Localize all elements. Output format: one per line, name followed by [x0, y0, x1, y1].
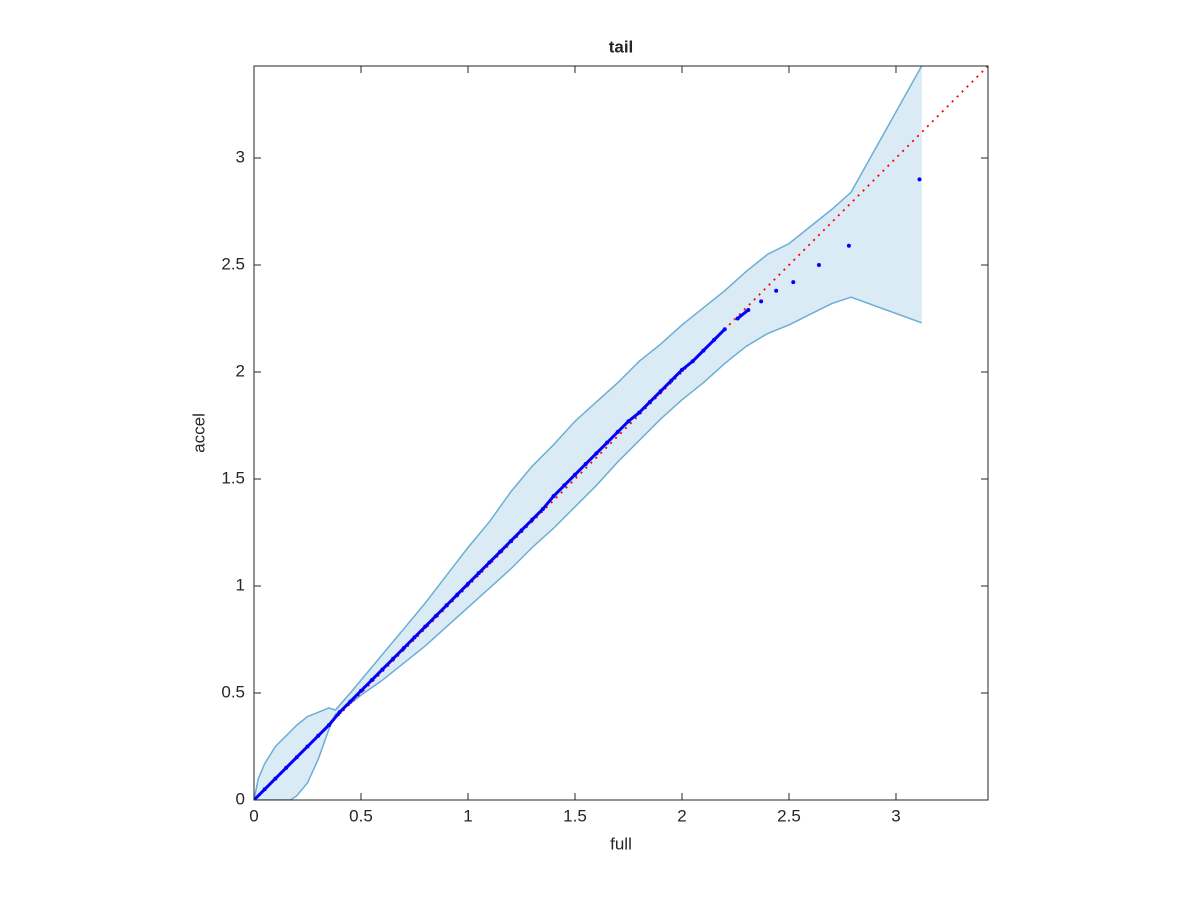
point: [583, 462, 588, 467]
point: [412, 635, 417, 640]
point: [337, 710, 342, 715]
point: [284, 765, 289, 770]
point: [816, 263, 821, 268]
point: [637, 410, 642, 415]
point: [530, 517, 535, 522]
y-tick-label: 2: [236, 361, 245, 380]
point: [735, 316, 740, 321]
y-tick-label: 0: [236, 789, 245, 808]
points-trace: [736, 308, 750, 320]
point: [759, 299, 764, 304]
point: [391, 656, 396, 661]
point: [690, 359, 695, 364]
point: [746, 307, 751, 312]
plot-area: [254, 66, 988, 800]
point: [380, 667, 385, 672]
point: [669, 378, 674, 383]
point: [540, 506, 545, 511]
x-tick-label: 2: [677, 806, 686, 825]
point: [519, 528, 524, 533]
point: [917, 177, 922, 182]
point: [444, 603, 449, 608]
y-tick-label: 0.5: [221, 682, 245, 701]
point: [455, 592, 460, 597]
point: [572, 472, 577, 477]
x-axis-label: full: [610, 834, 632, 853]
point: [615, 429, 620, 434]
point: [476, 571, 481, 576]
point: [712, 337, 717, 342]
point: [658, 389, 663, 394]
point: [508, 539, 513, 544]
point: [294, 755, 299, 760]
point: [262, 787, 267, 792]
point: [348, 699, 353, 704]
point: [423, 624, 428, 629]
point: [273, 776, 278, 781]
point: [551, 494, 556, 499]
x-tick-label: 1.5: [563, 806, 587, 825]
point: [433, 613, 438, 618]
axes-box: [253, 65, 989, 801]
point: [679, 367, 684, 372]
point: [605, 440, 610, 445]
point: [316, 733, 321, 738]
y-tick-label: 2.5: [221, 254, 245, 273]
point: [305, 744, 310, 749]
point: [594, 451, 599, 456]
y-axis-label: accel: [189, 413, 208, 453]
x-tick-label: 0: [249, 806, 258, 825]
point: [369, 678, 374, 683]
point: [701, 348, 706, 353]
point: [465, 581, 470, 586]
reference-line: [254, 66, 988, 800]
point: [487, 560, 492, 565]
point: [401, 646, 406, 651]
band-edge: [254, 296, 922, 800]
point: [498, 549, 503, 554]
confidence-band: [254, 66, 922, 800]
x-tick-label: 3: [891, 806, 900, 825]
point: [626, 419, 631, 424]
point: [326, 723, 331, 728]
x-tick-label: 1: [463, 806, 472, 825]
point: [647, 399, 652, 404]
chart-title: tail: [609, 37, 634, 56]
point: [562, 483, 567, 488]
point: [791, 280, 796, 285]
x-tick-label: 0.5: [349, 806, 373, 825]
y-tick-label: 1: [236, 575, 245, 594]
y-tick-label: 3: [236, 148, 245, 167]
point: [846, 243, 851, 248]
point: [774, 288, 779, 293]
y-tick-label: 1.5: [221, 468, 245, 487]
x-tick-label: 2.5: [777, 806, 801, 825]
point: [722, 327, 727, 332]
point: [358, 688, 363, 693]
band-edge: [254, 66, 923, 800]
